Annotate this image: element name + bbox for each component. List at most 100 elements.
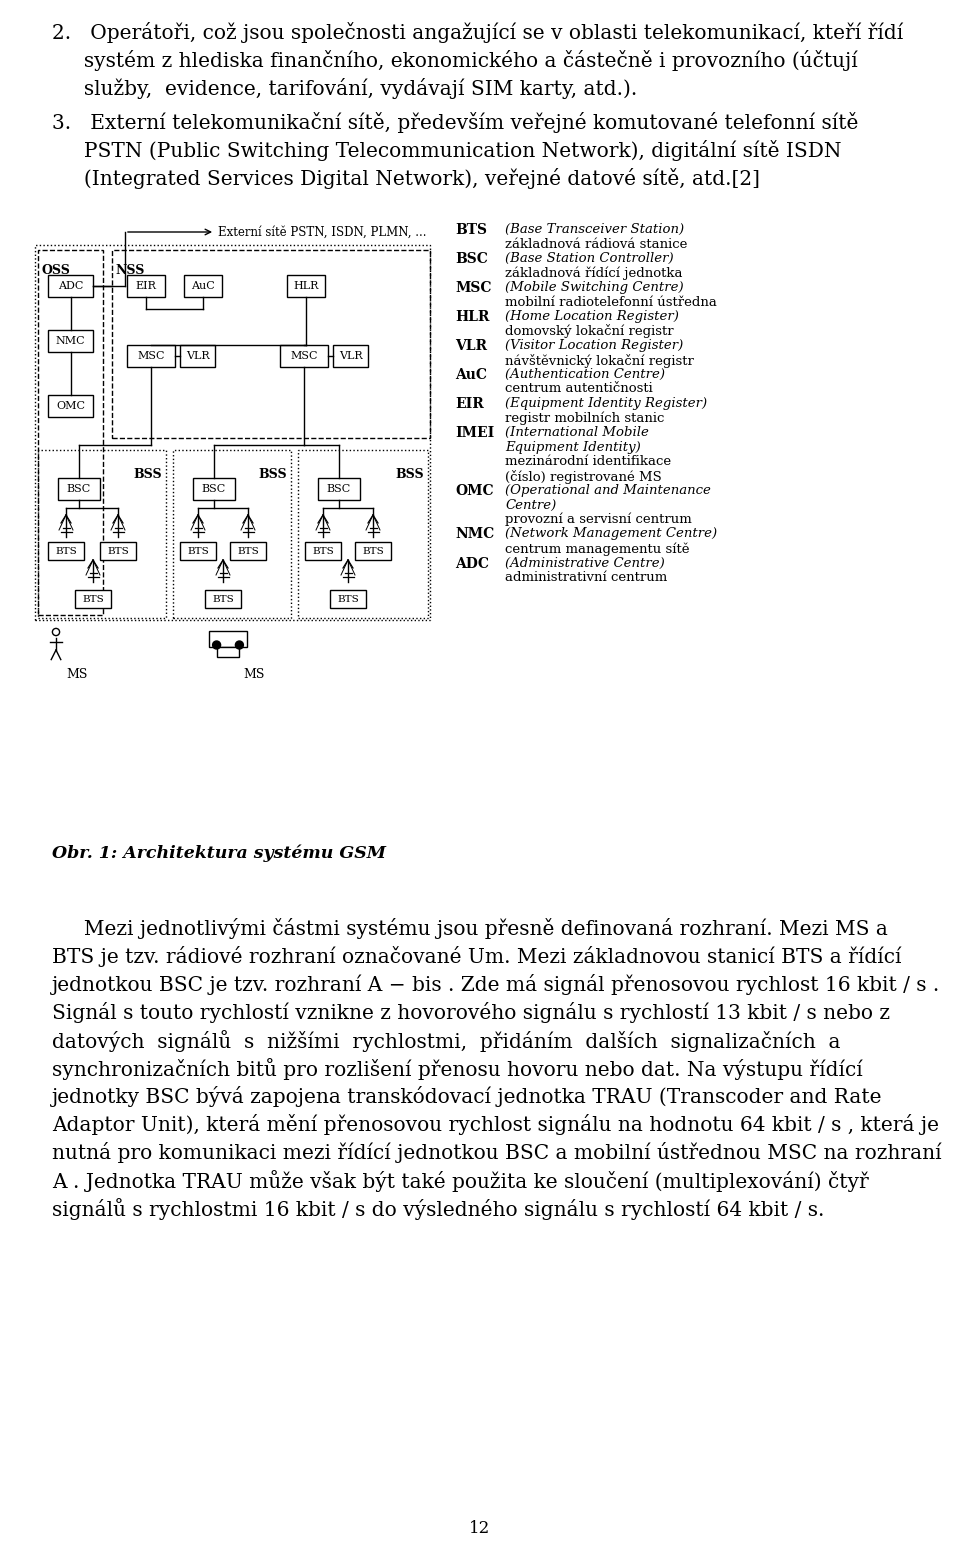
Bar — [48, 330, 93, 351]
Text: jednotkou BSC je tzv. rozhraní A − bis . Zde má signál přenosovou rychlost 16 kb: jednotkou BSC je tzv. rozhraní A − bis .… — [52, 974, 940, 995]
Bar — [193, 478, 235, 500]
Text: Adaptor Unit), která mění přenosovou rychlost signálu na hodnotu 64 kbit / s , k: Adaptor Unit), která mění přenosovou ryc… — [52, 1115, 939, 1135]
Bar — [305, 542, 341, 560]
Text: MS: MS — [66, 669, 87, 681]
Text: datových  signálů  s  nižšími  rychlostmi,  přidáním  dalších  signalizačních  a: datových signálů s nižšími rychlostmi, p… — [52, 1029, 841, 1053]
Text: VLR: VLR — [185, 351, 209, 361]
Text: (Home Location Register): (Home Location Register) — [505, 310, 679, 324]
Text: (Integrated Services Digital Network), veřejné datové sítě, atd.[2]: (Integrated Services Digital Network), v… — [52, 169, 760, 189]
Text: BTS: BTS — [83, 594, 104, 604]
Text: 3.   Externí telekomunikační sítě, především veřejné komutované telefonní sítě: 3. Externí telekomunikační sítě, předevš… — [52, 111, 858, 133]
Text: BTS: BTS — [312, 546, 334, 556]
Text: BTS: BTS — [212, 594, 234, 604]
Text: (Authentication Centre): (Authentication Centre) — [505, 368, 665, 381]
Text: (Visitor Location Register): (Visitor Location Register) — [505, 339, 684, 351]
Text: A . Jednotka TRAU může však být také použita ke sloučení (multiplexování) čtyř: A . Jednotka TRAU může však být také pou… — [52, 1170, 869, 1192]
Bar — [173, 450, 291, 618]
Text: VLR: VLR — [455, 339, 487, 353]
Text: BSC: BSC — [67, 485, 91, 494]
Text: BTS: BTS — [108, 546, 129, 556]
Text: MSC: MSC — [290, 351, 318, 361]
Text: BSC: BSC — [326, 485, 351, 494]
Text: (Mobile Switching Centre): (Mobile Switching Centre) — [505, 282, 684, 294]
Text: HLR: HLR — [294, 282, 319, 291]
Text: BSS: BSS — [133, 467, 162, 481]
Bar — [318, 478, 360, 500]
Text: BSS: BSS — [258, 467, 287, 481]
Bar — [58, 478, 100, 500]
Text: BTS: BTS — [187, 546, 209, 556]
Bar — [298, 450, 428, 618]
Text: jednotky BSC bývá zapojena transkódovací jednotka TRAU (Transcoder and Rate: jednotky BSC bývá zapojena transkódovací… — [52, 1087, 882, 1107]
Text: provozní a servisní centrum: provozní a servisní centrum — [505, 512, 692, 526]
Text: (Base Station Controller): (Base Station Controller) — [505, 252, 674, 265]
Text: Equipment Identity): Equipment Identity) — [505, 441, 640, 454]
Text: AuC: AuC — [191, 282, 215, 291]
Text: EIR: EIR — [455, 396, 484, 412]
Text: centrum autentičnosti: centrum autentičnosti — [505, 382, 653, 395]
Bar — [333, 345, 368, 367]
Text: (Equipment Identity Register): (Equipment Identity Register) — [505, 396, 708, 410]
Text: základnová rádiová stanice: základnová rádiová stanice — [505, 237, 687, 251]
Text: IMEI: IMEI — [455, 426, 494, 440]
Text: Mezi jednotlivými částmi systému jsou přesně definovaná rozhraní. Mezi MS a: Mezi jednotlivými částmi systému jsou př… — [52, 918, 888, 940]
Text: BSC: BSC — [455, 252, 488, 266]
Text: Obr. 1: Architektura systému GSM: Obr. 1: Architektura systému GSM — [52, 845, 386, 862]
Bar — [287, 276, 325, 297]
Text: 12: 12 — [469, 1520, 491, 1537]
Text: ADC: ADC — [455, 556, 489, 571]
Bar — [100, 542, 136, 560]
Bar — [205, 590, 241, 608]
Text: Centre): Centre) — [505, 498, 556, 511]
Text: Externí sítě PSTN, ISDN, PLMN, ...: Externí sítě PSTN, ISDN, PLMN, ... — [218, 226, 426, 238]
Bar — [330, 590, 366, 608]
Bar — [355, 542, 391, 560]
Bar — [75, 590, 111, 608]
Bar — [112, 249, 430, 438]
Text: MSC: MSC — [137, 351, 165, 361]
Text: HLR: HLR — [455, 310, 490, 324]
Text: administrativní centrum: administrativní centrum — [505, 571, 667, 584]
Text: (Base Transceiver Station): (Base Transceiver Station) — [505, 223, 684, 235]
Text: základnová řídící jednotka: základnová řídící jednotka — [505, 266, 683, 280]
Bar — [38, 249, 103, 615]
Text: centrum managementu sítě: centrum managementu sítě — [505, 542, 689, 556]
Text: (Network Management Centre): (Network Management Centre) — [505, 528, 717, 540]
Bar — [184, 276, 222, 297]
Text: návštěvnický lokační registr: návštěvnický lokační registr — [505, 353, 694, 367]
Bar — [127, 345, 175, 367]
Bar — [180, 345, 215, 367]
Text: NMC: NMC — [455, 528, 494, 542]
Bar — [48, 395, 93, 416]
Text: synchronizačních bitů pro rozlišení přenosu hovoru nebo dat. Na výstupu řídící: synchronizačních bitů pro rozlišení přen… — [52, 1057, 863, 1081]
Circle shape — [212, 641, 221, 649]
Bar — [230, 542, 266, 560]
Text: (Administrative Centre): (Administrative Centre) — [505, 556, 664, 570]
Text: signálů s rychlostmi 16 kbit / s do výsledného signálu s rychlostí 64 kbit / s.: signálů s rychlostmi 16 kbit / s do výsl… — [52, 1198, 825, 1220]
Bar — [35, 245, 430, 621]
Text: BTS: BTS — [455, 223, 487, 237]
Bar — [127, 276, 165, 297]
Text: MSC: MSC — [455, 282, 492, 296]
Text: PSTN (Public Switching Telecommunication Network), digitální sítě ISDN: PSTN (Public Switching Telecommunication… — [52, 139, 842, 161]
Bar — [38, 450, 166, 618]
Bar — [180, 542, 216, 560]
Bar — [48, 542, 84, 560]
Text: NMC: NMC — [56, 336, 85, 347]
Text: BTS: BTS — [362, 546, 384, 556]
Bar — [280, 345, 328, 367]
Bar — [209, 632, 247, 647]
Text: Signál s touto rychlostí vznikne z hovorového signálu s rychlostí 13 kbit / s ne: Signál s touto rychlostí vznikne z hovor… — [52, 1002, 890, 1023]
Text: (číslo) registrované MS: (číslo) registrované MS — [505, 469, 661, 483]
Text: BSC: BSC — [202, 485, 227, 494]
Text: systém z hlediska finančního, ekonomického a částečně i provozního (účtují: systém z hlediska finančního, ekonomické… — [52, 50, 857, 71]
Text: domovský lokační registr: domovský lokační registr — [505, 325, 674, 339]
Text: OMC: OMC — [56, 401, 85, 412]
Text: AuC: AuC — [455, 368, 487, 382]
Circle shape — [235, 641, 244, 649]
Text: BTS: BTS — [237, 546, 259, 556]
Text: EIR: EIR — [135, 282, 156, 291]
Text: MS: MS — [243, 669, 264, 681]
Text: služby,  evidence, tarifování, vydávají SIM karty, atd.).: služby, evidence, tarifování, vydávají S… — [52, 77, 637, 99]
Text: ADC: ADC — [58, 282, 84, 291]
